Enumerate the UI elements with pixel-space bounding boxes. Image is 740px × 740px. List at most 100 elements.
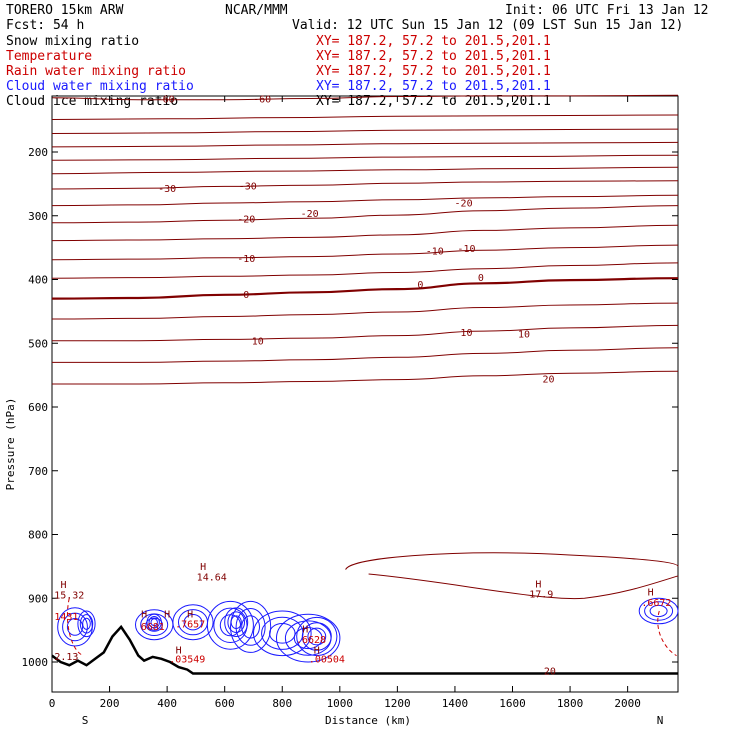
y-tick-label: 500 <box>28 337 48 350</box>
cloud-water-loop <box>145 617 163 632</box>
cloud-water-loop <box>150 618 158 627</box>
isotherm-minus-5 <box>51 262 679 279</box>
init-time: Init: 06 UTC Fri 13 Jan 12 <box>505 3 709 18</box>
isotherm-label: -20 <box>301 209 319 220</box>
extremum-label: H <box>302 625 308 636</box>
legend-snow-xy: XY= 187.2, 57.2 to 201.5,201.1 <box>316 34 551 49</box>
temperature-contours <box>51 94 679 600</box>
y-tick-label: 700 <box>28 465 48 478</box>
terrain <box>51 624 678 675</box>
contour-labels: -60 -60 -30 -30 -20 -20 -20 -10 -10 -10 0 0 0 10 10 10 2… <box>54 95 671 678</box>
extremum-label: 15.32 <box>54 590 84 601</box>
extremum-label: .6628 <box>296 635 326 646</box>
extremum-label: 6681 <box>141 622 165 633</box>
isotherm-minus-60 <box>51 94 679 101</box>
legend: Snow mixing ratio XY= 187.2, 57.2 to 201… <box>6 34 551 109</box>
isotherm-label: -10 <box>457 244 475 255</box>
extremum-label: 2.13 <box>54 652 78 663</box>
x-tick-label: 400 <box>157 697 177 710</box>
isotherm-label: 10 <box>518 329 530 340</box>
x-tick-label: 800 <box>272 697 292 710</box>
x-tick-label: 600 <box>215 697 235 710</box>
cloud-water-loop <box>227 611 245 634</box>
surface-isotherm-label: 20 <box>544 667 556 678</box>
isotherm-minus-55 <box>51 114 679 120</box>
cloud-water-loop <box>638 597 679 625</box>
rain-water-contour <box>657 610 677 657</box>
extremum-label: .03549 <box>169 655 205 666</box>
cloud-water-loop <box>224 607 249 638</box>
cloud-water-loop <box>82 617 91 630</box>
cloud-water-loop <box>79 614 94 634</box>
isotherm-10 <box>51 324 679 342</box>
isotherm-label: 0 <box>478 273 484 284</box>
legend-cloud-water-name: Cloud water mixing ratio <box>6 79 194 94</box>
isotherm-label: -10 <box>426 246 444 257</box>
cloud-water-loop <box>66 618 84 636</box>
cloud-water-loop <box>252 610 312 657</box>
cloud-water-loop <box>276 613 341 663</box>
legend-temperature-xy: XY= 187.2, 57.2 to 201.5,201.1 <box>316 49 551 64</box>
extremum-label: H <box>60 580 66 591</box>
isotherm-label: -20 <box>455 199 473 210</box>
isotherm-label: -60 <box>253 95 271 106</box>
x-tick-label: 1800 <box>557 697 584 710</box>
extremum-label: H <box>176 646 182 657</box>
cloud-water-loop <box>293 627 323 650</box>
isotherm-label: -60 <box>157 95 175 106</box>
isotherm-label: -10 <box>237 254 255 265</box>
x-tick-label: 1200 <box>384 697 411 710</box>
y-tick-label: 300 <box>28 210 48 223</box>
isotherm-minus-25 <box>51 194 679 207</box>
isotherm-label: 0 <box>243 290 249 301</box>
isotherm-label: -30 <box>239 181 257 192</box>
isotherm-warm-bubble <box>345 552 679 570</box>
extremum-label: .7657 <box>175 620 205 631</box>
valid-time: Valid: 12 UTC Sun 15 Jan 12 (09 LST Sun … <box>292 18 683 33</box>
y-tick-label: 600 <box>28 401 48 414</box>
extremum-label: H <box>164 609 170 620</box>
extremum-label: H <box>200 562 206 573</box>
legend-rain-xy: XY= 187.2, 57.2 to 201.5,201.1 <box>316 64 551 79</box>
extremum-label: H <box>535 579 541 590</box>
isotherm-label: 10 <box>252 336 264 347</box>
y-tick-label: 400 <box>28 274 48 287</box>
legend-cloud-ice-name: Cloud ice mixing ratio <box>6 94 178 109</box>
isotherm-minus-30 <box>51 180 679 190</box>
extremum-label: .00504 <box>309 655 345 666</box>
isotherm-minus-10 <box>51 244 679 261</box>
cloud-water-loop <box>172 604 214 641</box>
isotherm-minus-40 <box>51 154 679 161</box>
cloud-water-loop <box>235 608 266 646</box>
legend-cloud-water-xy: XY= 187.2, 57.2 to 201.5,201.1 <box>316 79 551 94</box>
center-name: NCAR/MMM <box>225 3 288 18</box>
cloud-water-loop <box>230 600 272 653</box>
isotherm-5 <box>51 302 679 320</box>
extremum-label: .6672 <box>641 598 671 609</box>
y-axis-label: Pressure (hPa) <box>4 398 17 491</box>
x-tick-label: 1600 <box>499 697 526 710</box>
isotherm-lower-bubble <box>368 573 679 600</box>
cloud-water-loop <box>301 622 332 651</box>
isotherm-minus-20 <box>51 205 679 224</box>
cloud-water-loop <box>148 616 160 629</box>
north-label: N <box>657 714 664 727</box>
x-tick-label: 1000 <box>327 697 354 710</box>
extremum-label: H <box>187 609 193 620</box>
isotherm-label: -20 <box>237 215 255 226</box>
plot-frame <box>51 95 679 693</box>
extremum-label: H <box>141 609 147 620</box>
y-tick-label: 800 <box>28 529 48 542</box>
isotherm-minus-45 <box>51 141 679 148</box>
legend-cloud-ice-xy: XY= 187.2, 57.2 to 201.5,201.1 <box>316 94 551 109</box>
isotherm-15 <box>52 347 679 363</box>
x-axis-label: Distance (km) <box>325 714 411 727</box>
cloud-water-loop <box>296 616 338 657</box>
rain-water-contour <box>66 598 84 657</box>
isotherm-minus-35 <box>51 166 679 175</box>
cloud-water-loop <box>241 615 261 639</box>
legend-temperature-name: Temperature <box>6 49 92 64</box>
y-tick-label: 1000 <box>22 656 49 669</box>
